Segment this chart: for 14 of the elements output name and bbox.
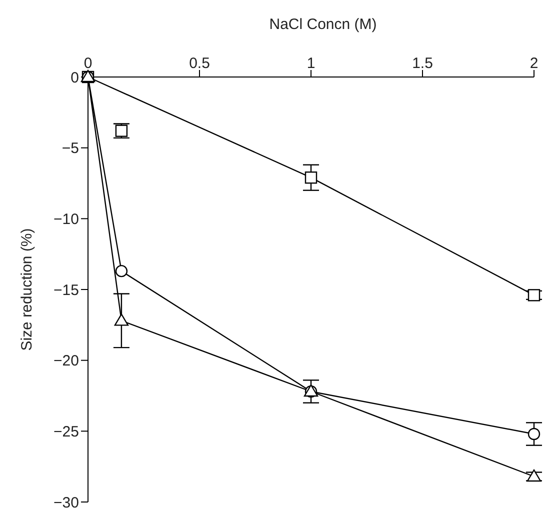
x-tick-label: 2 — [530, 55, 538, 72]
y-tick-label: −15 — [54, 282, 79, 299]
y-axis-title: Size reduction (%) — [18, 228, 36, 351]
x-tick-label: 1.5 — [412, 55, 433, 72]
y-tick-label: −10 — [54, 210, 79, 228]
x-tick-label: 1 — [306, 55, 316, 72]
x-tick-label: 0 — [84, 55, 92, 72]
x-tick-label: 0.5 — [189, 55, 210, 72]
x-axis-title: NaCl Concn (M) — [268, 15, 378, 35]
y-tick-label: −5 — [62, 140, 79, 158]
y-tick-label: −30 — [54, 494, 79, 512]
y-tick-label: −20 — [54, 352, 79, 370]
y-tick-label: −25 — [54, 423, 79, 440]
y-tick-label: 0 — [70, 69, 79, 86]
